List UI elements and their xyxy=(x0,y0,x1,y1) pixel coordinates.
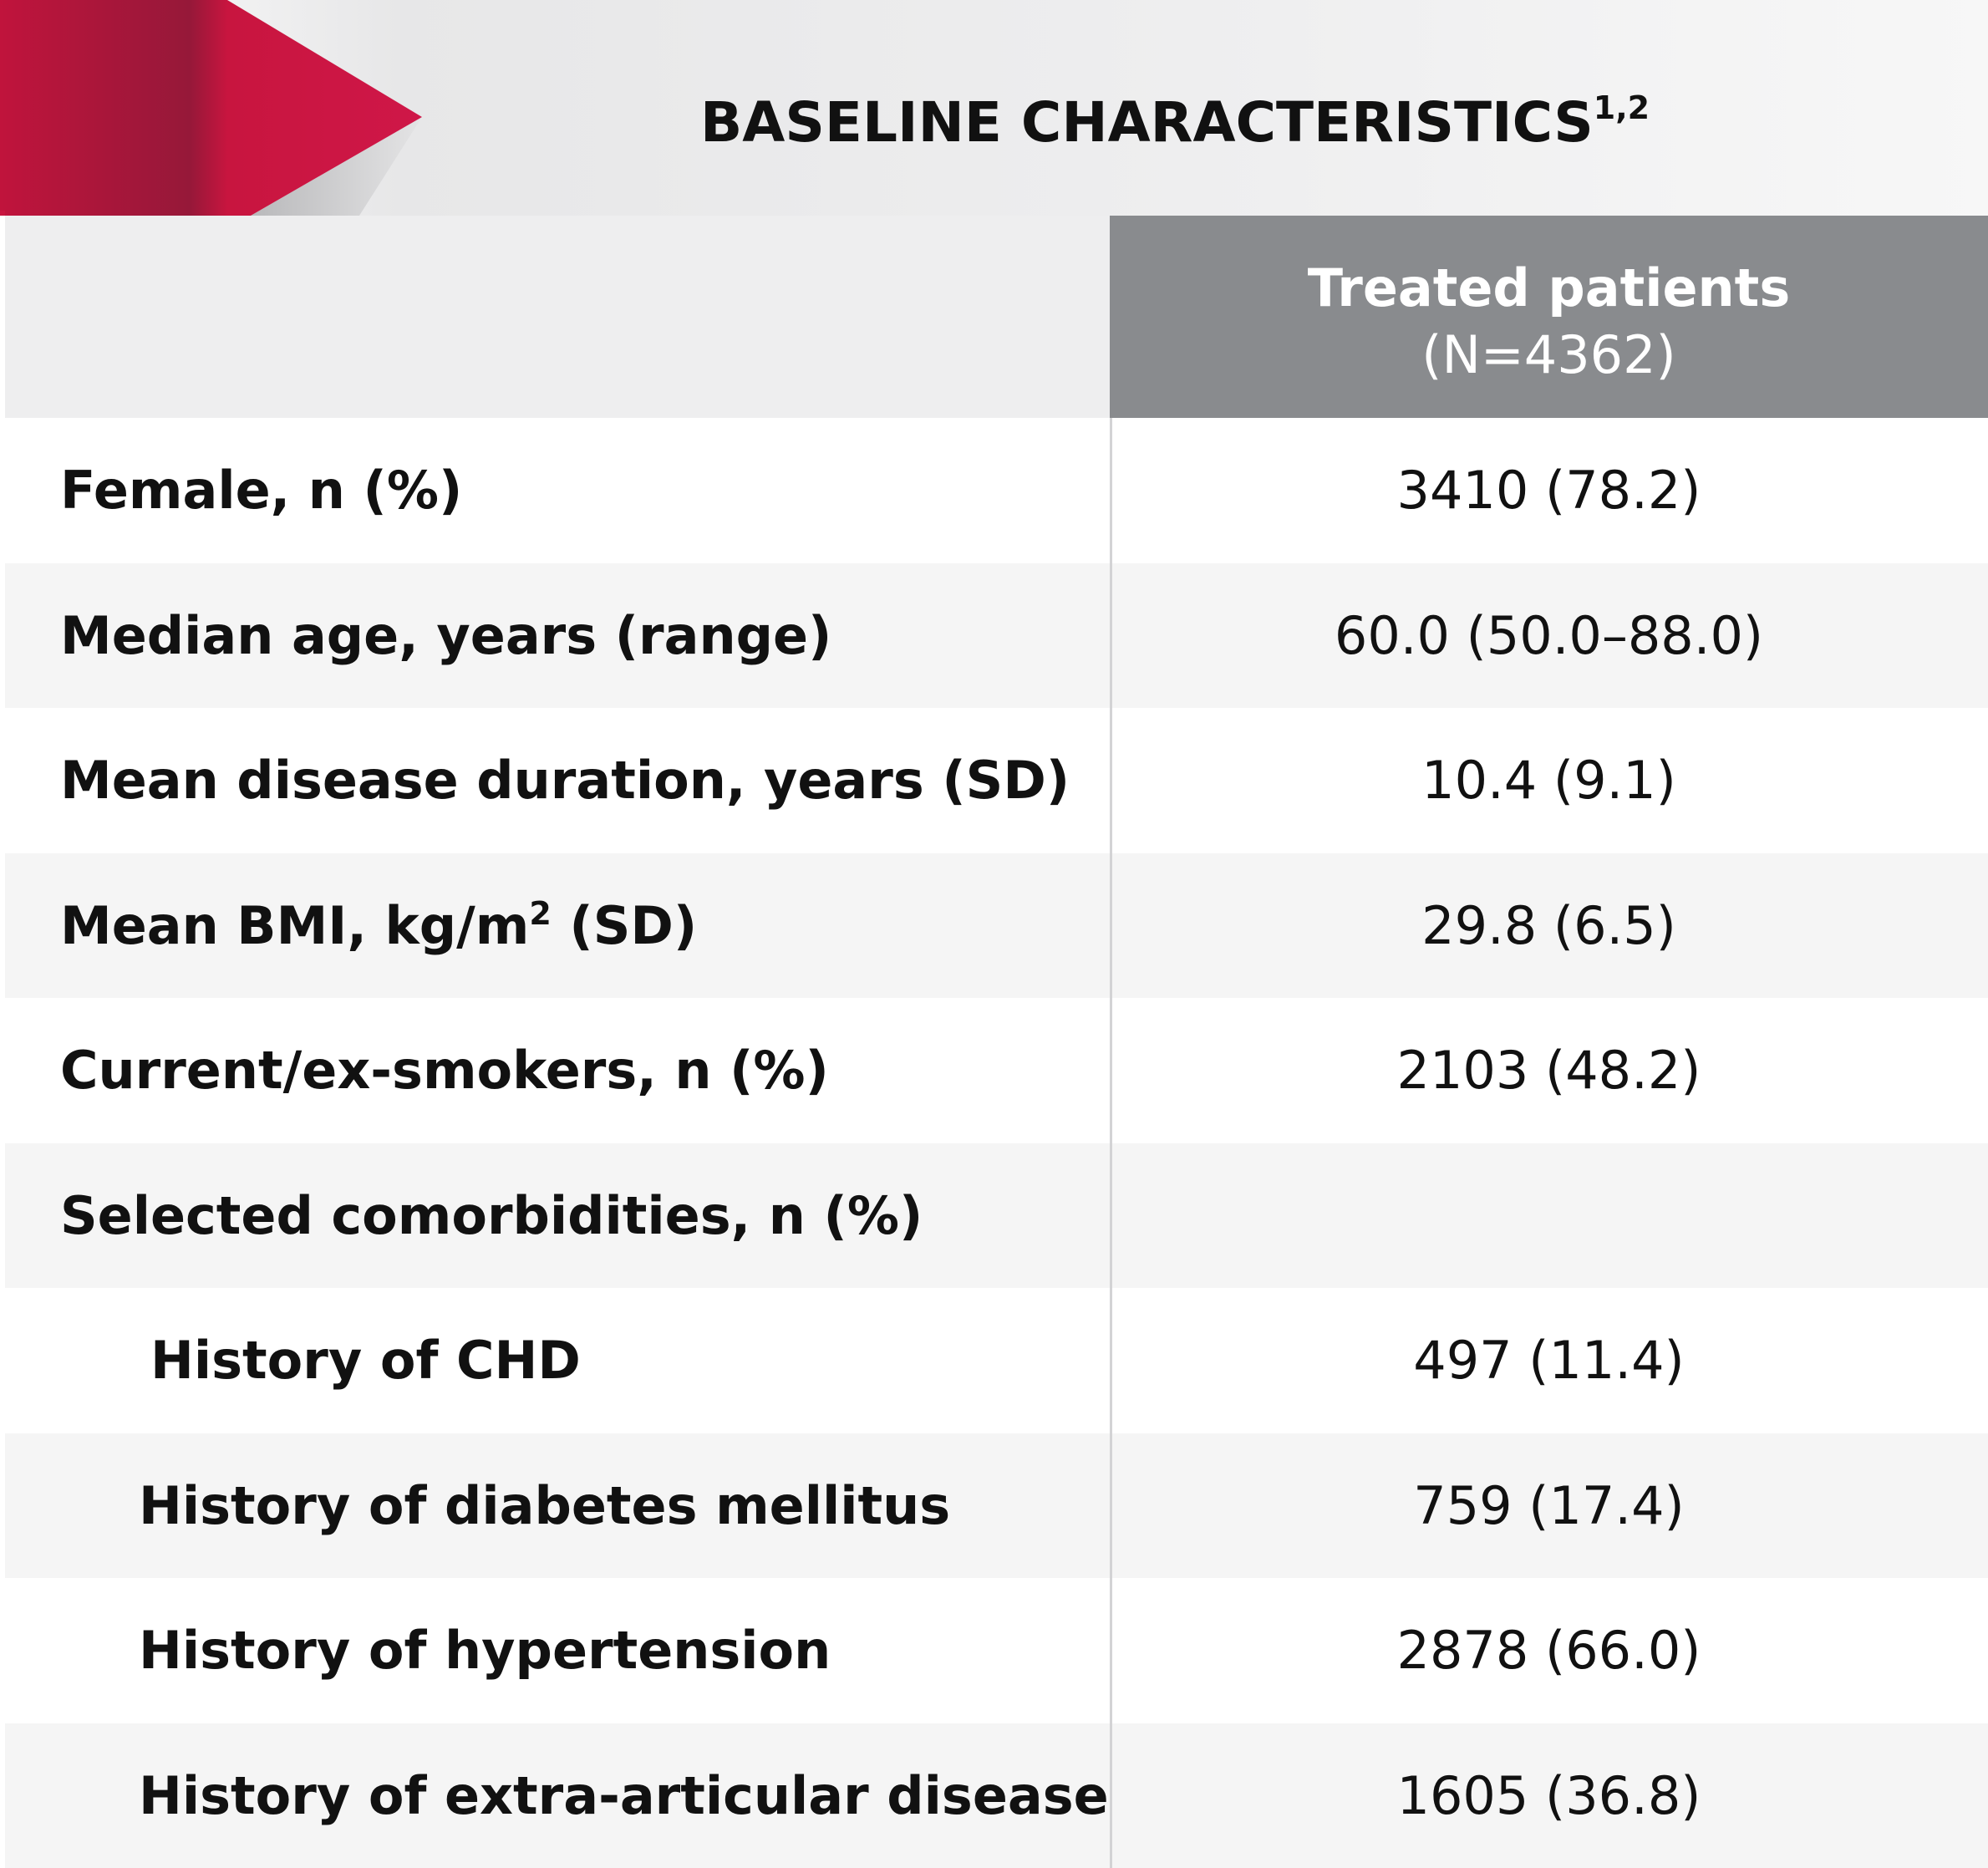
row-label: History of diabetes mellitus xyxy=(139,1474,951,1536)
row-label: Current/ex-smokers, n (%) xyxy=(60,1040,829,1102)
table-row: History of hypertension 2878 (66.0) xyxy=(5,1578,1988,1723)
section-label: Selected comorbidities, n (%) xyxy=(60,1184,923,1246)
row-label: Mean BMI, kg/m 2 (SD) xyxy=(60,894,698,956)
row-value: 10.4 (9.1) xyxy=(1421,750,1676,812)
row-value: 759 (17.4) xyxy=(1413,1474,1685,1536)
table-body: Female, n (%) 3410 (78.2) Median age, ye… xyxy=(5,418,1988,1868)
row-label: History of CHD xyxy=(150,1330,581,1392)
row-value xyxy=(1110,1143,1988,1289)
table-row: History of extra-articular disease 1605 … xyxy=(5,1723,1988,1868)
banner: BASELINE CHARACTERISTICS1,2 xyxy=(0,0,1988,216)
row-value: 60.0 (50.0–88.0) xyxy=(1334,604,1764,666)
row-value: 29.8 (6.5) xyxy=(1421,894,1676,956)
row-label: Mean disease duration, years (SD) xyxy=(60,750,1070,812)
table-row: Median age, years (range) 60.0 (50.0–88.… xyxy=(5,562,1988,708)
table-row-section: Selected comorbidities, n (%) xyxy=(5,1143,1988,1289)
column-header: Treated patients (N=4362) xyxy=(1110,216,1988,418)
column-divider xyxy=(1110,418,1112,1868)
row-label: Female, n (%) xyxy=(60,460,463,522)
column-subtitle: (N=4362) xyxy=(1421,324,1676,385)
ribbon-arrow-icon xyxy=(0,0,422,216)
header-empty-cell xyxy=(5,216,1110,418)
row-value: 2103 (48.2) xyxy=(1396,1040,1701,1102)
table-row: History of CHD 497 (11.4) xyxy=(5,1288,1988,1433)
page-title: BASELINE CHARACTERISTICS1,2 xyxy=(700,89,1650,155)
row-value: 2878 (66.0) xyxy=(1396,1620,1701,1682)
title-superscript: 1,2 xyxy=(1593,89,1650,126)
row-value: 497 (11.4) xyxy=(1413,1330,1685,1392)
row-label: History of hypertension xyxy=(139,1620,831,1682)
table-row: Mean BMI, kg/m 2 (SD) 29.8 (6.5) xyxy=(5,853,1988,998)
table-row: Mean disease duration, years (SD) 10.4 (… xyxy=(5,708,1988,853)
table-row: Current/ex-smokers, n (%) 2103 (48.2) xyxy=(5,998,1988,1143)
row-label: History of extra-articular disease xyxy=(139,1764,1109,1826)
table-row: History of diabetes mellitus 759 (17.4) xyxy=(5,1433,1988,1578)
column-title: Treated patients xyxy=(1307,257,1791,318)
row-label: Median age, years (range) xyxy=(60,604,832,666)
row-value: 1605 (36.8) xyxy=(1396,1764,1701,1826)
unit-superscript: 2 xyxy=(529,895,552,933)
table-row: Female, n (%) 3410 (78.2) xyxy=(5,418,1988,563)
row-value: 3410 (78.2) xyxy=(1396,460,1701,522)
